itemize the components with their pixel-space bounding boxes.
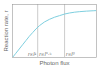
svg-text:r∝I⁰: r∝I⁰ [66,51,75,57]
svg-text:Photon flux: Photon flux [39,60,69,66]
svg-text:r∝I°⋅⁵: r∝I°⋅⁵ [39,51,51,57]
svg-text:r∝I¹: r∝I¹ [28,51,37,57]
svg-text:Reaction rate, r: Reaction rate, r [3,10,9,51]
